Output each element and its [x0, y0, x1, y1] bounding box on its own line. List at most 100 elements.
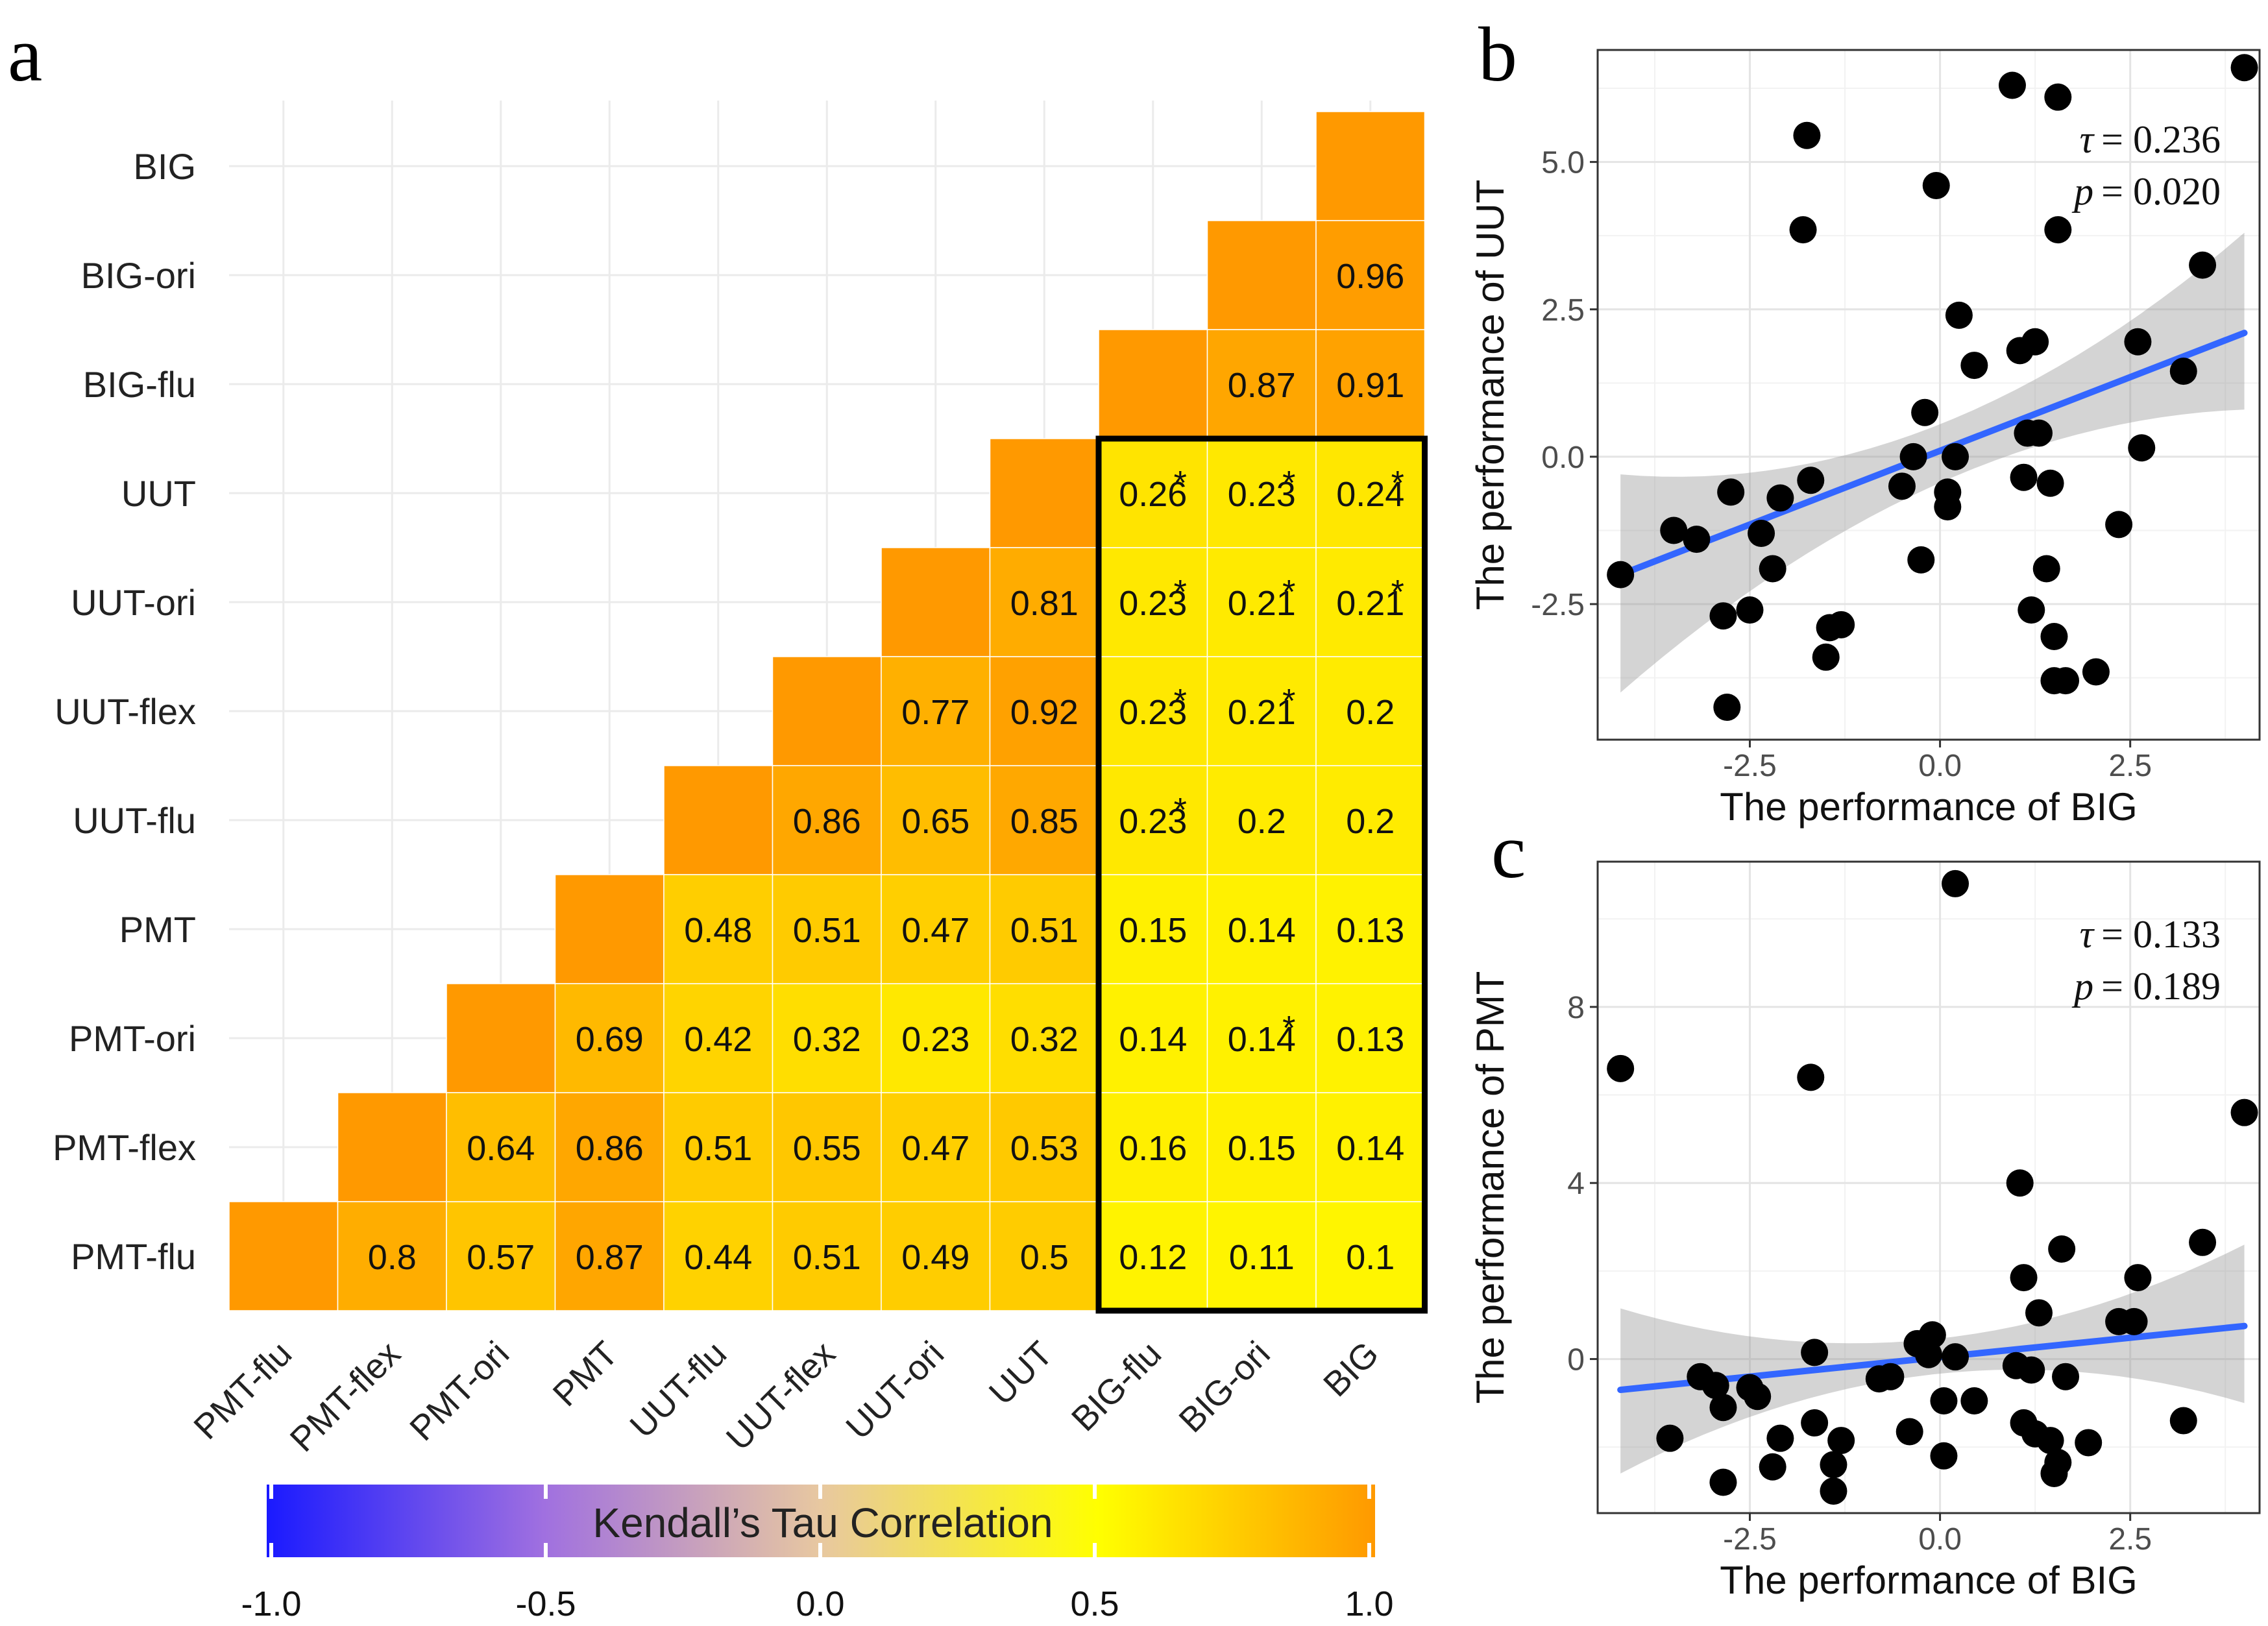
data-point	[2169, 358, 2197, 385]
heatmap-cell	[1315, 438, 1426, 548]
y-tick-label: UUT-flex	[55, 691, 196, 732]
heatmap-value: 0.51	[684, 1129, 752, 1168]
heatmap-cell	[1206, 1201, 1317, 1311]
y-tick-label: BIG-ori	[81, 255, 196, 296]
heatmap-value: 0.21	[1336, 584, 1404, 623]
data-point	[1766, 1424, 1794, 1452]
x-tick-label: PMT-flex	[283, 1334, 408, 1459]
x-tick-label: 0.0	[1918, 749, 1962, 783]
heatmap-value: 0.53	[1010, 1129, 1079, 1168]
data-point	[1930, 1442, 1958, 1470]
heatmap-value: 0.85	[1010, 802, 1079, 841]
y-axis-title: The performance of UUT	[1469, 180, 1512, 611]
heatmap-values: 0.8 0.57 0.64 0.87 0.86 0.69 0.44 0.51 0.42 0.48 0…	[368, 257, 1405, 1277]
data-point	[2082, 658, 2110, 686]
heatmap-cell	[1206, 547, 1317, 657]
data-point	[1998, 71, 2026, 99]
data-point	[2189, 251, 2217, 279]
heatmap-value: 0.23	[1119, 584, 1187, 623]
data-point	[2021, 328, 2049, 356]
heatmap-cell	[881, 1092, 991, 1202]
heatmap-value: 0.32	[793, 1020, 861, 1059]
heatmap-cell-diagonal	[772, 656, 882, 766]
heatmap-value: 0.2	[1346, 693, 1395, 732]
x-axis-title: The performance of BIG	[1720, 785, 2138, 829]
data-point	[1709, 1468, 1737, 1496]
data-point	[2032, 555, 2060, 583]
data-point	[2048, 1235, 2076, 1263]
colorbar-tick-label: 0.0	[796, 1584, 844, 1623]
heatmap-value: 0.15	[1228, 1129, 1296, 1168]
heatmap-cell	[881, 656, 991, 766]
heatmap-value: 0.21	[1228, 584, 1296, 623]
heatmap-cell	[554, 1092, 665, 1202]
heatmap-cell-diagonal	[881, 547, 991, 657]
data-point	[2006, 1169, 2034, 1197]
data-point	[2230, 1098, 2258, 1126]
data-point	[1896, 1418, 1923, 1446]
x-tick-label: PMT	[546, 1334, 626, 1414]
heatmap-value: 0.14	[1119, 1020, 1187, 1059]
heatmap-value: 0.55	[793, 1129, 861, 1168]
heatmap-cell	[772, 983, 882, 1093]
data-point	[2025, 1299, 2053, 1327]
significance-marker: *	[1391, 465, 1404, 502]
data-point	[2189, 1228, 2217, 1256]
heatmap-cell	[1098, 656, 1208, 766]
data-point	[1942, 869, 1969, 897]
heatmap-cell-diagonal	[1098, 329, 1208, 439]
x-tick-label: UUT-flu	[622, 1334, 734, 1446]
tau-value: = 0.236	[2101, 118, 2221, 161]
heatmap-cell	[663, 874, 774, 984]
heatmap-cell	[772, 874, 882, 984]
heatmap-cell-diagonal	[1206, 220, 1317, 330]
data-point	[2040, 623, 2068, 651]
data-point	[1607, 561, 1635, 589]
heatmap-cell	[881, 765, 991, 875]
p-annotation: p = 0.189	[2071, 965, 2221, 1008]
colorbar-tick-label: -0.5	[515, 1584, 576, 1623]
data-point	[1736, 596, 1764, 624]
data-point	[2010, 463, 2038, 491]
heatmap-value: 0.64	[467, 1129, 535, 1168]
data-point	[1709, 602, 1737, 630]
data-point	[1713, 694, 1741, 722]
data-point	[2025, 419, 2053, 447]
data-point	[1930, 1387, 1958, 1415]
significance-marker: *	[1174, 574, 1187, 611]
heatmap-value: 0.8	[368, 1238, 417, 1277]
heatmap-cell	[989, 1201, 1099, 1311]
significance-marker: *	[1391, 574, 1404, 611]
heatmap-value: 0.48	[684, 911, 752, 950]
y-tick-label: UUT-ori	[71, 582, 196, 623]
heatmap-value: 0.16	[1119, 1129, 1187, 1168]
heatmap-cell	[1315, 656, 1426, 766]
panel-a-heatmap: a 0.8 0.57 0.64 0.87 0.86 0.69 0.44 0.51 0.42 0.4…	[8, 11, 1428, 1623]
heatmap-cell	[1098, 1201, 1208, 1311]
data-point	[1942, 443, 1969, 470]
data-point	[1744, 1383, 1772, 1411]
data-point	[1793, 121, 1821, 149]
heatmap-value: 0.69	[576, 1020, 644, 1059]
heatmap-value: 0.23	[1119, 802, 1187, 841]
heatmap-value: 0.13	[1336, 1020, 1404, 1059]
data-point	[1942, 1343, 1969, 1371]
data-point	[2036, 1427, 2064, 1455]
heatmap-cell	[989, 765, 1099, 875]
data-point	[2010, 1264, 2038, 1292]
data-point	[2044, 216, 2072, 244]
data-point	[1709, 1394, 1737, 1422]
data-point	[1820, 1451, 1847, 1479]
heatmap-value: 0.2	[1238, 802, 1286, 841]
data-point	[1789, 216, 1817, 244]
heatmap-y-tick-labels: PMT-flu PMT-flex PMT-ori PMT UUT-flu UUT-flex…	[53, 146, 196, 1277]
colorbar-tick-label: -1.0	[241, 1584, 301, 1623]
heatmap-value: 0.96	[1336, 257, 1404, 296]
heatmap-value: 0.77	[901, 693, 969, 732]
heatmap-value: 0.91	[1336, 366, 1404, 405]
y-tick-label: 0.0	[1541, 441, 1585, 475]
panel-b-label: b	[1478, 11, 1517, 97]
data-point	[2036, 469, 2064, 497]
panel-a-label: a	[8, 11, 42, 97]
